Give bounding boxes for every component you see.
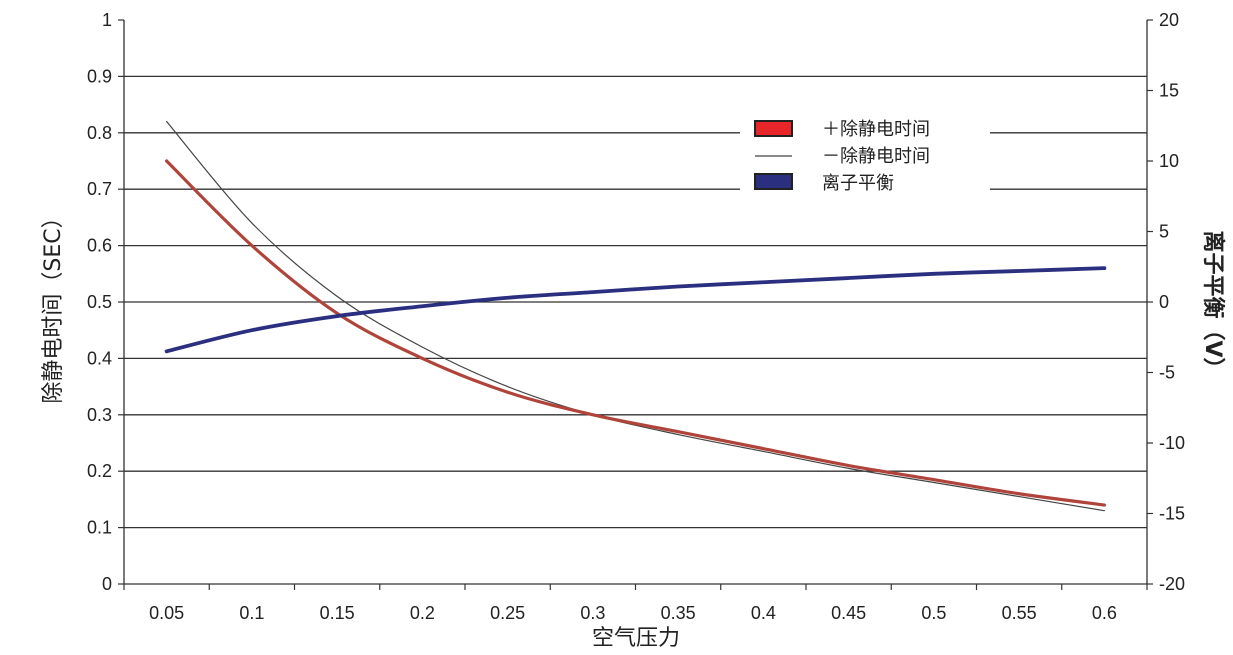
legend-label-plus: ＋除静电时间 [822,119,930,140]
legend-swatch-plus [754,120,793,137]
x-tick-label: 0.4 [751,603,776,623]
y-right-tick-label: -20 [1159,574,1185,594]
x-tick-label: 0.5 [921,603,946,623]
y-right-tick-label: 15 [1159,81,1179,101]
y-right-axis-title: 离子平衡（V） [1200,230,1226,379]
y-left-tick-label: 0.2 [87,461,112,481]
axes [118,19,1153,590]
y-left-tick-label: 0.5 [87,292,112,312]
series-lines [164,120,1107,512]
series-line-plus-discharge-time [165,159,1106,507]
y-left-tick-label: 1 [102,10,112,30]
x-axis-title: 空气压力 [592,626,680,651]
x-tick-label: 0.2 [410,603,435,623]
legend: ＋除静电时间 －除静电时间 离子平衡 [740,110,990,202]
y-right-tick-label: 0 [1159,292,1169,312]
legend-swatch-ion [754,173,793,190]
x-tick-label: 0.3 [580,603,605,623]
y-right-tick-label: 20 [1159,10,1179,30]
y-left-tick-label: 0.6 [87,236,112,256]
x-tick-label: 0.55 [1002,603,1037,623]
y-left-tick-label: 0.1 [87,518,112,538]
y-left-tick-label: 0 [102,574,112,594]
gridlines [124,75,1147,529]
y-left-tick-label: 0.7 [87,179,112,199]
y-right-tick-label: -10 [1159,433,1185,453]
y-right-tick-label: 5 [1159,222,1169,242]
x-tick-label: 0.25 [490,603,525,623]
legend-label-minus: －除静电时间 [822,146,930,167]
y-left-axis-title: 除静电时间（SEC） [41,206,66,403]
tick-labels: 0 0.1 0.2 0.3 0.4 0.5 0.6 0.7 0.8 0.9 1 -20 -15 -10 -5… [87,10,1185,623]
x-tick-label: 0.05 [149,603,184,623]
y-right-tick-label: -5 [1159,363,1175,383]
y-left-tick-label: 0.4 [87,348,112,368]
series-line-ion-balance [164,266,1107,354]
x-tick-label: 0.6 [1092,603,1117,623]
y-left-tick-label: 0.9 [87,66,112,86]
x-tick-label: 0.1 [239,603,264,623]
x-tick-label: 0.45 [831,603,866,623]
x-tick-label: 0.15 [320,603,355,623]
y-right-tick-label: -15 [1159,504,1185,524]
y-left-tick-label: 0.3 [87,405,112,425]
x-tick-label: 0.35 [661,603,696,623]
y-left-tick-label: 0.8 [87,123,112,143]
legend-label-ion: 离子平衡 [822,173,894,194]
y-right-tick-label: 10 [1159,151,1179,171]
